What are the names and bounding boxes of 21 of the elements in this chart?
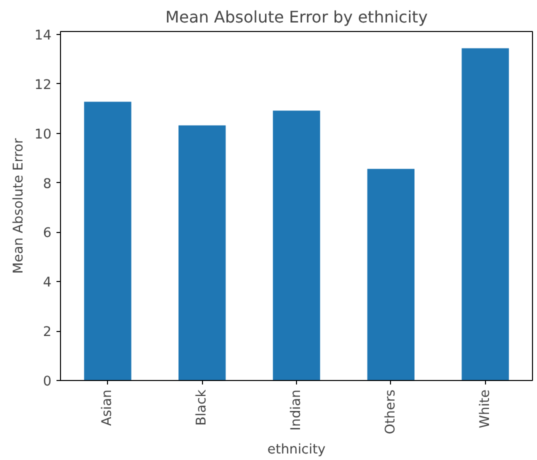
y-axis-title: Mean Absolute Error	[12, 138, 27, 274]
y-tick-label: 8	[43, 176, 52, 192]
x-tick-label: Indian	[289, 390, 304, 431]
bar	[367, 168, 414, 380]
x-tick-label: White	[478, 389, 493, 428]
x-tick-label: Asian	[100, 389, 116, 426]
x-tick-label: Others	[383, 389, 398, 434]
y-tick-label: 12	[34, 78, 52, 93]
y-tick-label: 2	[43, 325, 52, 340]
x-axis-title: ethnicity	[267, 442, 326, 458]
bar	[462, 48, 509, 380]
bar	[178, 125, 226, 380]
y-tick-label: 0	[43, 374, 52, 390]
bar	[84, 102, 132, 380]
y-tick-label: 10	[34, 127, 52, 142]
x-tick-label: Black	[194, 389, 210, 426]
y-tick-label: 6	[43, 226, 52, 242]
chart-title: Mean Absolute Error by ethnicity	[165, 8, 428, 26]
y-tick-label: 4	[43, 276, 52, 291]
bar	[272, 110, 320, 380]
y-tick-label: 14	[34, 28, 52, 44]
